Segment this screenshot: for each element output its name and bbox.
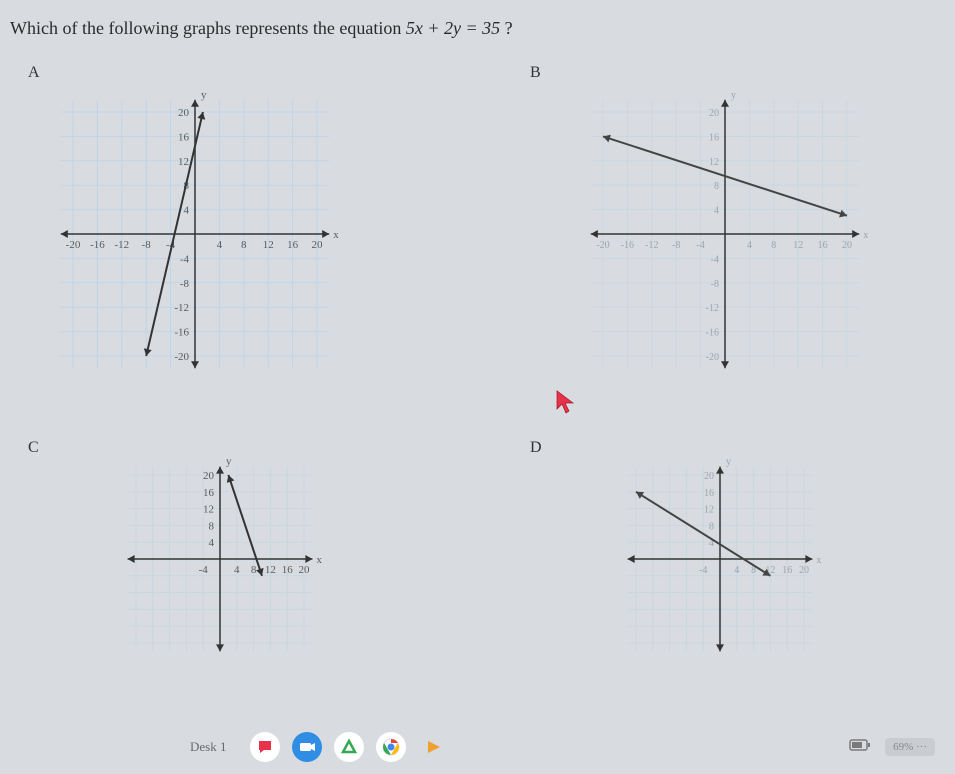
svg-text:16: 16 [203, 487, 215, 499]
svg-text:8: 8 [251, 564, 257, 576]
svg-text:16: 16 [282, 564, 294, 576]
svg-text:-8: -8 [711, 279, 719, 290]
svg-text:8: 8 [714, 181, 719, 192]
question-text: Which of the following graphs represents… [0, 18, 955, 39]
svg-text:16: 16 [782, 565, 792, 576]
chat-icon[interactable] [250, 732, 280, 762]
svg-text:16: 16 [818, 240, 828, 251]
chrome-icon[interactable] [376, 732, 406, 762]
svg-text:-16: -16 [90, 239, 105, 251]
svg-text:4: 4 [734, 565, 739, 576]
battery-icon [849, 738, 871, 757]
svg-text:12: 12 [265, 564, 276, 576]
svg-text:16: 16 [287, 239, 299, 251]
svg-text:20: 20 [799, 565, 809, 576]
svg-text:-20: -20 [706, 352, 719, 363]
svg-text:4: 4 [209, 537, 215, 549]
svg-text:4: 4 [747, 240, 752, 251]
svg-text:-12: -12 [706, 303, 719, 314]
graph-a: -20-16-12-8-44812162020161284-4-8-12-16-… [50, 89, 340, 384]
svg-text:x: x [316, 554, 322, 566]
graph-c: -44812162020161284xy [120, 459, 320, 664]
svg-text:16: 16 [704, 488, 714, 499]
svg-text:-16: -16 [706, 328, 719, 339]
svg-text:-20: -20 [66, 239, 81, 251]
svg-text:12: 12 [203, 504, 214, 516]
taskbar: Desk 1 69% ··· [0, 726, 955, 768]
svg-text:16: 16 [178, 131, 190, 143]
option-label-a: A [28, 64, 40, 82]
svg-text:-8: -8 [672, 240, 680, 251]
svg-text:y: y [726, 457, 731, 468]
question-equation: 5x + 2y = 35 [406, 18, 500, 38]
camera-icon[interactable] [292, 732, 322, 762]
svg-text:12: 12 [178, 156, 189, 168]
svg-text:x: x [333, 229, 339, 241]
svg-text:-4: -4 [699, 565, 707, 576]
svg-text:20: 20 [299, 564, 311, 576]
svg-text:20: 20 [709, 108, 719, 119]
svg-text:-4: -4 [199, 564, 209, 576]
desk-label: Desk 1 [190, 739, 226, 755]
svg-text:12: 12 [793, 240, 803, 251]
svg-text:20: 20 [704, 471, 714, 482]
svg-text:4: 4 [234, 564, 240, 576]
options-grid: A B C D -20-16-12-8-44812162020161284-4-… [0, 59, 955, 739]
option-label-b: B [530, 64, 541, 82]
svg-text:20: 20 [842, 240, 852, 251]
svg-text:4: 4 [714, 206, 719, 217]
svg-text:-12: -12 [645, 240, 658, 251]
svg-text:8: 8 [209, 520, 215, 532]
svg-text:-8: -8 [180, 278, 190, 290]
svg-text:12: 12 [263, 239, 274, 251]
svg-text:-4: -4 [711, 254, 719, 265]
svg-text:16: 16 [709, 132, 719, 143]
svg-text:-12: -12 [174, 302, 189, 314]
play-icon[interactable] [418, 732, 448, 762]
taskbar-icons [244, 732, 454, 762]
question-prefix: Which of the following graphs represents… [10, 18, 406, 38]
svg-text:-16: -16 [621, 240, 634, 251]
svg-text:-8: -8 [142, 239, 152, 251]
svg-text:8: 8 [241, 239, 247, 251]
svg-text:-12: -12 [114, 239, 129, 251]
svg-text:20: 20 [203, 470, 215, 482]
svg-text:4: 4 [217, 239, 223, 251]
svg-text:-4: -4 [180, 253, 190, 265]
option-label-d: D [530, 439, 542, 457]
svg-text:8: 8 [771, 240, 776, 251]
option-label-c: C [28, 439, 39, 457]
svg-text:20: 20 [178, 107, 190, 119]
svg-text:y: y [226, 456, 232, 468]
svg-text:8: 8 [709, 521, 714, 532]
svg-text:20: 20 [312, 239, 324, 251]
svg-text:x: x [816, 555, 821, 566]
status-text: 69% ··· [885, 738, 935, 756]
svg-text:x: x [863, 230, 868, 241]
svg-text:4: 4 [184, 205, 190, 217]
question-suffix: ? [505, 18, 513, 38]
svg-text:-4: -4 [696, 240, 704, 251]
graph-b: -20 -16 -12 -8 -4 4 8 12 16 20 20 16 12 8 4 -4 -8 -12 -16 -… [580, 89, 870, 384]
svg-text:-16: -16 [174, 327, 189, 339]
taskbar-right: 69% ··· [849, 738, 935, 757]
svg-text:12: 12 [704, 505, 714, 516]
svg-text:y: y [201, 89, 207, 101]
svg-text:y: y [731, 90, 736, 101]
drive-icon[interactable] [334, 732, 364, 762]
svg-text:-20: -20 [596, 240, 609, 251]
svg-text:-20: -20 [174, 351, 189, 363]
svg-text:12: 12 [709, 157, 719, 168]
graph-d: -44812162020161284xy [620, 459, 820, 664]
